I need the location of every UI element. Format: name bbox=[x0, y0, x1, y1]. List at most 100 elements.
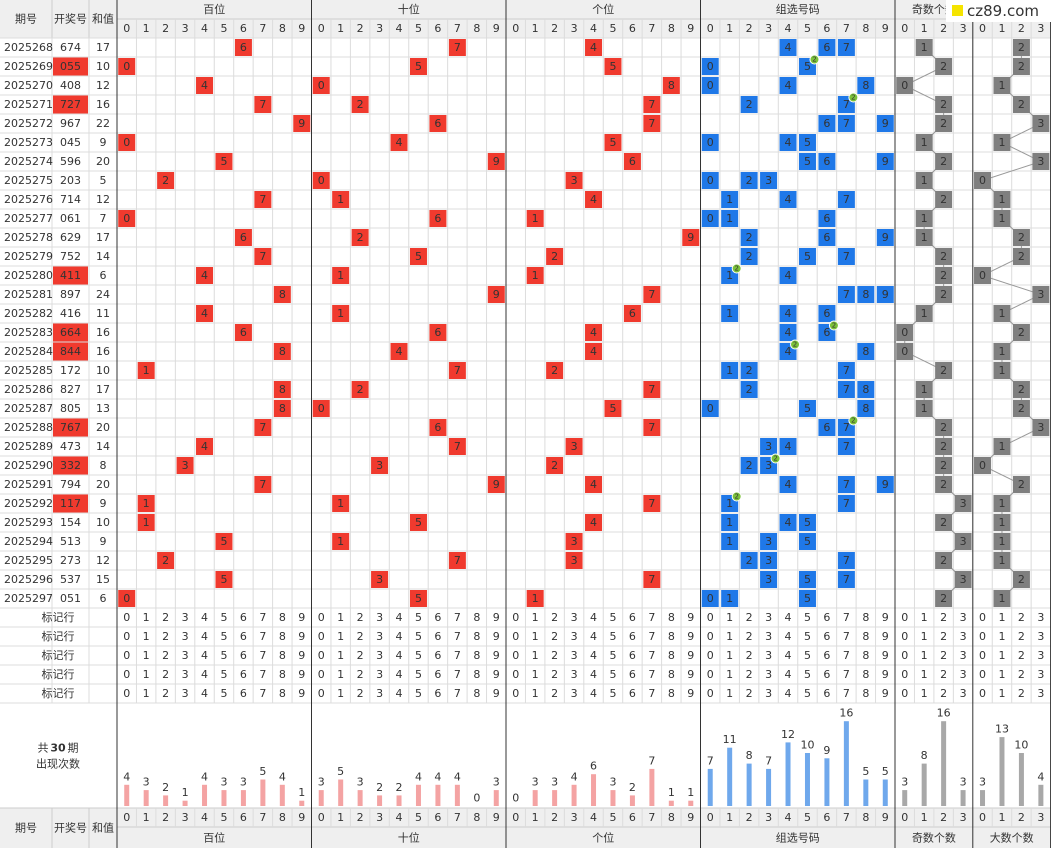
big-box bbox=[993, 533, 1011, 550]
position-box-digit: 4 bbox=[201, 440, 208, 453]
position-box bbox=[643, 115, 661, 132]
big-box-digit: 1 bbox=[998, 535, 1005, 548]
group-box bbox=[837, 438, 855, 455]
position-box bbox=[487, 476, 505, 493]
group-box-digit: 5 bbox=[804, 136, 811, 149]
digit-header: 5 bbox=[415, 811, 422, 824]
mark-digit: 2 bbox=[357, 668, 364, 681]
count-label: 4 bbox=[454, 770, 461, 783]
position-box bbox=[429, 115, 447, 132]
digit-header: 0 bbox=[979, 811, 986, 824]
mark-digit: 2 bbox=[551, 668, 558, 681]
group-box bbox=[837, 552, 855, 569]
mark-digit: 5 bbox=[804, 649, 811, 662]
group-box bbox=[721, 514, 739, 531]
position-box-digit: 9 bbox=[493, 288, 500, 301]
mark-digit: 7 bbox=[843, 687, 850, 700]
digit-header: 6 bbox=[434, 22, 441, 35]
big-box bbox=[1012, 476, 1030, 493]
count-label: 12 bbox=[781, 728, 795, 741]
mark-digit: 4 bbox=[590, 668, 597, 681]
group-box bbox=[760, 571, 778, 588]
odd-box-digit: 1 bbox=[921, 231, 928, 244]
mark-digit: 0 bbox=[979, 687, 986, 700]
issue: 2025273 bbox=[4, 136, 53, 149]
group-box-digit: 8 bbox=[862, 79, 869, 92]
number-highlight bbox=[53, 342, 88, 361]
count-bar bbox=[415, 784, 421, 806]
digit-header: 5 bbox=[609, 22, 616, 35]
count-label: 4 bbox=[123, 770, 130, 783]
digit-header: 7 bbox=[454, 811, 461, 824]
mark-digit: 9 bbox=[493, 630, 500, 643]
digit-header: 9 bbox=[493, 22, 500, 35]
odd-box-digit: 2 bbox=[940, 440, 947, 453]
number-highlight bbox=[53, 95, 88, 114]
group-box-digit: 3 bbox=[765, 573, 772, 586]
mark-digit: 3 bbox=[960, 668, 967, 681]
group-box bbox=[798, 533, 816, 550]
issue: 2025269 bbox=[4, 60, 53, 73]
draw-number: 473 bbox=[60, 440, 81, 453]
big-box-digit: 1 bbox=[998, 592, 1005, 605]
mark-digit: 6 bbox=[434, 668, 441, 681]
position-box bbox=[332, 495, 350, 512]
position-box bbox=[585, 514, 603, 531]
sum: 8 bbox=[100, 459, 107, 472]
digit-header: 7 bbox=[454, 22, 461, 35]
position-box bbox=[371, 457, 389, 474]
group-box-digit: 4 bbox=[785, 345, 792, 358]
position-box-digit: 8 bbox=[279, 288, 286, 301]
mark-digit: 1 bbox=[998, 649, 1005, 662]
odd-box bbox=[954, 571, 972, 588]
column-header: 和值 bbox=[92, 822, 114, 835]
position-box bbox=[118, 58, 136, 75]
odd-box bbox=[896, 343, 914, 360]
position-box-digit: 3 bbox=[376, 573, 383, 586]
position-box bbox=[409, 514, 427, 531]
mark-row-label: 标记行 bbox=[42, 686, 75, 700]
mark-digit: 4 bbox=[396, 630, 403, 643]
digit-header: 0 bbox=[318, 22, 325, 35]
count-bar bbox=[882, 779, 888, 806]
position-box bbox=[487, 286, 505, 303]
mark-digit: 1 bbox=[726, 611, 733, 624]
count-label: 2 bbox=[629, 781, 636, 794]
big-box-digit: 1 bbox=[998, 212, 1005, 225]
sum: 24 bbox=[96, 288, 110, 301]
position-box-digit: 7 bbox=[454, 364, 461, 377]
position-box-digit: 7 bbox=[259, 193, 266, 206]
position-box bbox=[273, 343, 291, 360]
count-label: 9 bbox=[823, 744, 830, 757]
big-box bbox=[993, 362, 1011, 379]
draw-number: 273 bbox=[60, 554, 81, 567]
mark-digit: 2 bbox=[940, 668, 947, 681]
mark-digit: 2 bbox=[940, 687, 947, 700]
group-box bbox=[818, 419, 836, 436]
position-box bbox=[215, 153, 233, 170]
count-label: 3 bbox=[901, 776, 908, 789]
group-box bbox=[818, 210, 836, 227]
mark-digit: 8 bbox=[473, 668, 480, 681]
draw-number: 154 bbox=[60, 516, 81, 529]
group-box-digit: 2 bbox=[746, 364, 753, 377]
mark-row-label: 标记行 bbox=[42, 667, 75, 681]
issue: 2025296 bbox=[4, 573, 53, 586]
issue: 2025268 bbox=[4, 41, 53, 54]
count-bar bbox=[766, 768, 772, 806]
group-title: 百位 bbox=[203, 2, 225, 16]
group-box bbox=[779, 476, 797, 493]
big-box bbox=[1012, 229, 1030, 246]
group-box bbox=[740, 552, 758, 569]
position-box bbox=[604, 58, 622, 75]
position-box bbox=[662, 77, 680, 94]
group-box bbox=[818, 115, 836, 132]
mark-digit: 0 bbox=[123, 630, 130, 643]
position-box-digit: 4 bbox=[396, 345, 403, 358]
count-bar bbox=[727, 747, 733, 806]
position-box-digit: 1 bbox=[337, 307, 344, 320]
draw-number: 051 bbox=[60, 592, 81, 605]
odd-box bbox=[915, 134, 933, 151]
odd-box bbox=[954, 495, 972, 512]
